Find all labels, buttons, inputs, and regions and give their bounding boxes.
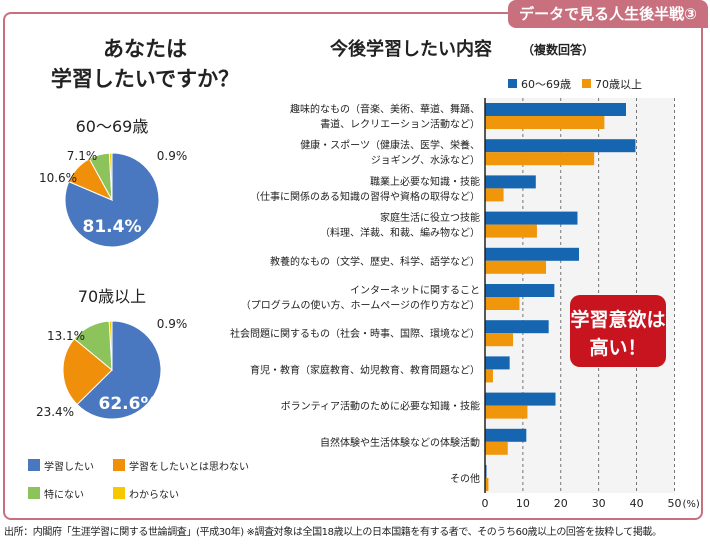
- legend-swatch: [113, 487, 125, 499]
- frame: [3, 12, 703, 520]
- pie-label: 0.9%: [157, 149, 188, 163]
- bar-60s: [485, 211, 578, 225]
- bar-60s: [485, 465, 487, 478]
- left-title: あなたは: [103, 37, 187, 61]
- bar-60s: [485, 175, 536, 189]
- callout-box: [570, 295, 666, 367]
- pie-label: 0.9%: [157, 317, 188, 331]
- category-label: 育児・教育（家庭教育、幼児教育、教育問題など）: [250, 363, 480, 376]
- bar-70plus: [485, 152, 595, 166]
- category-label: （仕事に関係のある知識の習得や資格の取得など）: [250, 190, 480, 203]
- x-tick-label: 0: [482, 497, 489, 510]
- bar-60s: [485, 356, 510, 370]
- bar-60s: [485, 139, 636, 153]
- category-label: ジョギング、水泳など）: [371, 154, 480, 167]
- left-title: 学習したいですか？: [51, 67, 239, 91]
- bar-70plus: [485, 116, 605, 129]
- category-label: ボランティア活動のために必要な知識・技能: [281, 400, 480, 413]
- pie-label: 81.4%: [83, 217, 142, 237]
- legend-swatch: [28, 487, 40, 499]
- bar-60s: [485, 247, 579, 261]
- bar-70plus: [485, 333, 514, 347]
- bar-60s: [485, 320, 549, 334]
- bar-70plus: [485, 369, 493, 383]
- bar-60s: [485, 284, 555, 297]
- bar-70plus: [485, 478, 489, 491]
- legend-label: 学習をしたいとは思わない: [129, 460, 249, 473]
- pie-label: 62.6%: [99, 394, 158, 414]
- category-label: インターネットに関すること: [350, 285, 480, 297]
- legend-swatch: [508, 79, 517, 88]
- x-unit: (%): [683, 499, 700, 510]
- pie-label: 10.6%: [39, 171, 77, 185]
- category-label: 健康・スポーツ（健康法、医学、栄養、: [300, 139, 480, 152]
- bar-70plus: [485, 441, 508, 455]
- bar-70plus: [485, 188, 504, 202]
- category-label: 教養的なもの（文学、歴史、科学、語学など）: [270, 255, 480, 268]
- category-label: 社会問題に関するもの（社会・時事、国際、環境など）: [230, 327, 480, 340]
- pie-title: 70歳以上: [78, 287, 146, 306]
- x-tick-label: 30: [592, 497, 606, 510]
- x-tick-label: 20: [554, 497, 568, 510]
- category-label: 職業上必要な知識・技能: [370, 175, 480, 188]
- source-note: 出所：内閣府「生涯学習に関する世論調査」(平成30年) ※調査対象は全国18歳以…: [4, 527, 662, 538]
- category-label: 趣味的なもの（音楽、美術、華道、舞踊、: [290, 103, 480, 116]
- legend-label: 学習したい: [44, 460, 94, 473]
- pie-label: 23.4%: [36, 405, 74, 419]
- legend-label: 60〜69歳: [521, 78, 571, 91]
- category-label: 自然体験や生活体験などの体験活動: [320, 436, 480, 449]
- legend-label: 70歳以上: [595, 78, 642, 91]
- legend-label: わからない: [129, 489, 179, 501]
- chart-title: 今後学習したい内容: [330, 38, 492, 60]
- category-label: （料理、洋裁、和裁、編み物など）: [320, 226, 480, 239]
- x-tick-label: 40: [630, 497, 644, 510]
- callout-text: 学習意欲は: [570, 308, 665, 331]
- legend-swatch: [113, 459, 125, 471]
- x-tick-label: 10: [516, 497, 530, 510]
- bar-70plus: [485, 297, 520, 310]
- pie-slice: [108, 152, 113, 201]
- category-label: 家庭生活に役立つ技能: [380, 211, 480, 224]
- bar-60s: [485, 103, 626, 116]
- pie-slice: [62, 338, 113, 406]
- legend-swatch: [28, 459, 40, 471]
- pie-slice: [76, 320, 162, 420]
- bar-70plus: [485, 405, 528, 419]
- pie-label: 13.1%: [47, 329, 85, 343]
- category-label: その他: [450, 472, 480, 485]
- chart-subtitle: （複数回答）: [522, 42, 594, 57]
- callout-text: 高い！: [589, 336, 646, 359]
- legend-swatch: [582, 79, 591, 88]
- x-tick-label: 50: [668, 497, 682, 510]
- category-label: （プログラムの使い方、ホームページの作り方など）: [241, 299, 480, 312]
- bar-60s: [485, 428, 527, 442]
- pie-title: 60〜69歳: [76, 117, 149, 136]
- bar-70plus: [485, 260, 547, 274]
- pie-slice: [108, 320, 113, 371]
- series-tab: データで見る人生後半戦③: [508, 0, 708, 28]
- bar-70plus: [485, 224, 537, 238]
- bar-60s: [485, 392, 556, 406]
- legend-label: 特にない: [44, 489, 84, 501]
- pie-label: 7.1%: [67, 149, 98, 163]
- category-label: 書道、レクリエーション活動など）: [320, 118, 480, 131]
